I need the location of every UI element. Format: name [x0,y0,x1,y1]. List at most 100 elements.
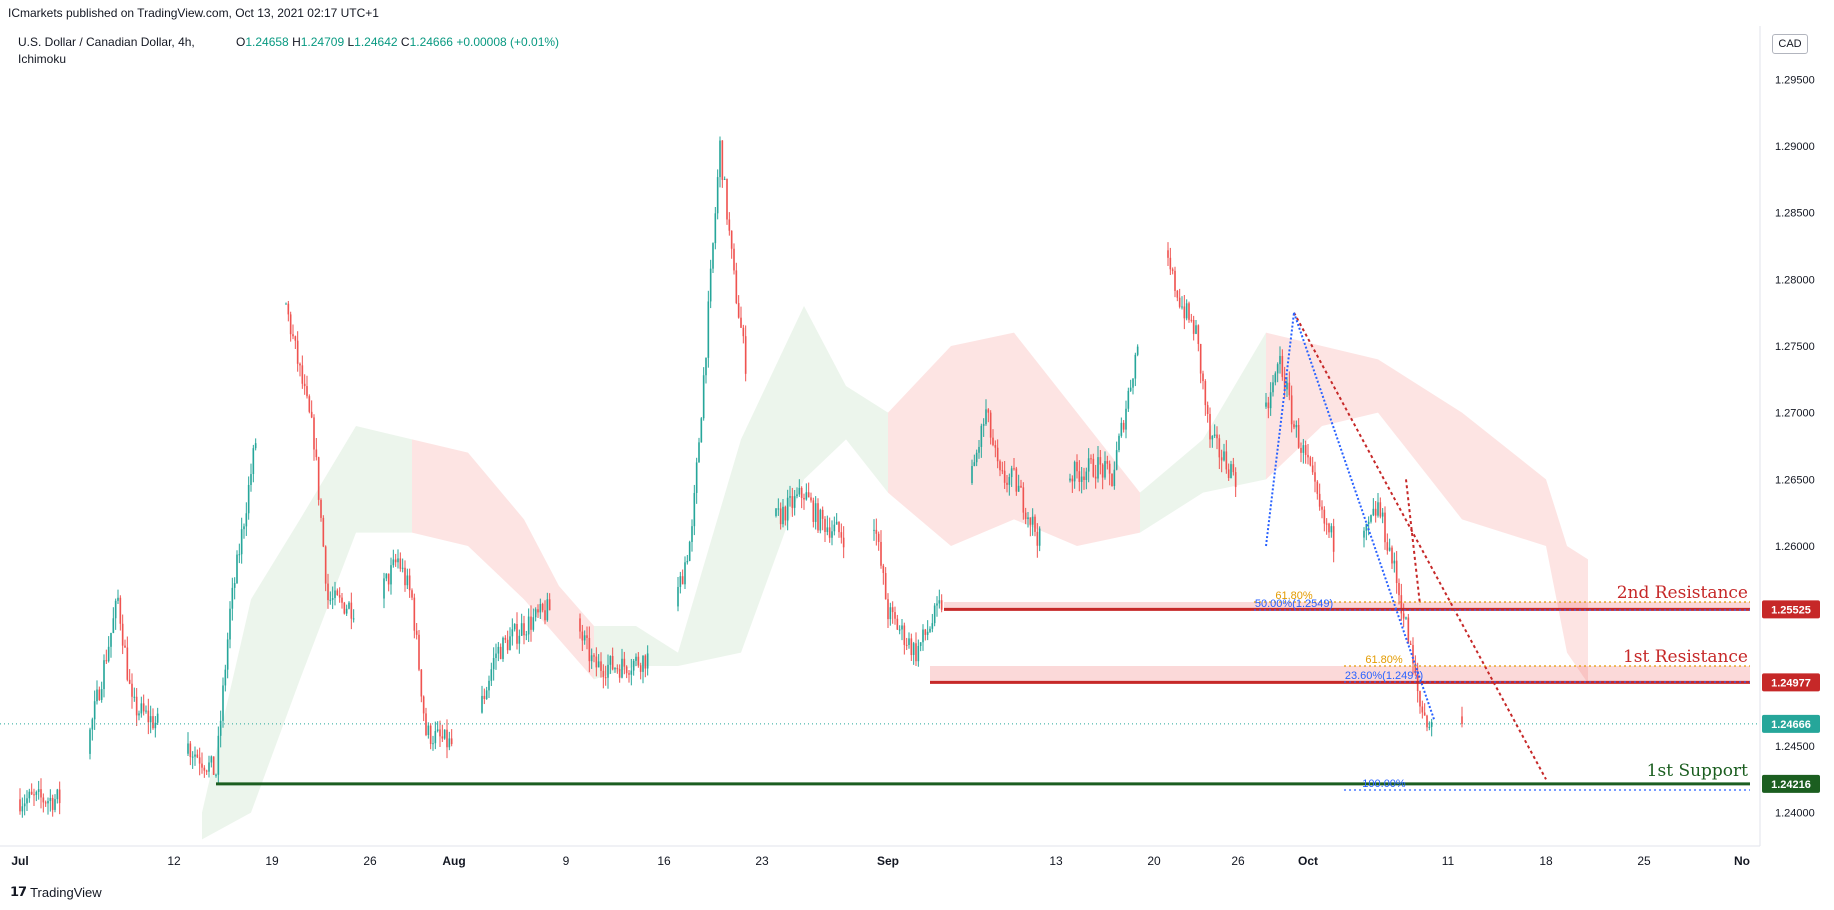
resistance-zone [944,602,1750,610]
candle-body [329,599,332,601]
candle-body [1274,373,1277,383]
time-tick-label: 9 [563,854,570,868]
candle-body [698,442,700,463]
candle-body [226,639,229,670]
candle-body [1314,472,1316,482]
candle-body [1176,290,1179,298]
candle-body [691,526,693,542]
low-label: L [347,35,355,49]
candle-body [306,386,308,397]
time-tick-label: 11 [1442,854,1455,868]
candle-body [1304,445,1307,455]
candle-body [875,529,878,534]
price-tick-label: 1.24000 [1775,808,1815,820]
fib-label: 61.80% [1365,654,1403,666]
candle-body [833,524,836,532]
candle-body [320,499,322,518]
candle-body [1029,517,1032,525]
candle-body [705,357,707,376]
candle-body [40,789,42,798]
candle-body [1003,470,1006,483]
cloud-bullish [300,426,412,680]
candle-body [1414,663,1417,674]
candle-body [989,412,992,438]
candle-body [450,738,453,745]
candle-body [1384,512,1386,543]
candle-body [1010,468,1013,478]
candle-body [593,655,595,657]
candle-body [310,411,313,418]
chart[interactable]: 61.80%50.00%(1.2549)61.80%23.60%(1.2497)… [0,26,1834,884]
currency-badge[interactable]: CAD [1772,34,1808,54]
high-value: 1.24709 [300,35,345,49]
candle-body [1309,457,1312,466]
fib-label: 100.00% [1362,778,1406,790]
candle-body [1038,528,1041,546]
candle-body [614,668,616,670]
candle-body [709,268,712,302]
candle-body [1430,722,1433,727]
candle-body [322,517,325,547]
candle-body [604,677,607,679]
candle-body [345,608,348,614]
candle-body [973,462,976,467]
candle-body [98,689,101,700]
candle-body [219,720,222,736]
candle-body [1325,523,1328,525]
cloud-bearish [888,332,1014,546]
candle-body [910,638,913,656]
candle-body [23,803,26,807]
candle-body [1169,257,1172,270]
candle-body [971,466,973,483]
trendline [1293,312,1547,780]
candle-body [938,600,941,604]
candle-body [1078,471,1081,482]
candle-body [544,610,546,621]
fib-label: 23.60%(1.2497) [1345,670,1423,682]
candle-body [119,597,122,624]
price-axis[interactable]: 1.240001.245001.250001.255001.260001.265… [1775,74,1815,819]
candle-body [534,609,537,618]
candle-body [254,443,257,449]
candle-body [481,695,483,713]
cloud-bullish [804,306,888,493]
candle-body [408,575,411,591]
candle-body [436,729,439,732]
price-badge [1762,673,1820,692]
candle-body [208,762,210,772]
candle-body [796,494,798,497]
price-badge-label: 1.24977 [1771,677,1811,689]
candle-body [224,669,227,686]
candle-body [1080,476,1083,482]
candle-body [728,219,731,231]
time-axis[interactable]: Jul 12 19 26 Aug 9 16 23 Sep 13 20 26 Oct 11 18 25 No [11,854,1750,868]
candle-body [117,597,119,601]
candle-body [1178,297,1181,307]
candle-body [548,599,551,611]
candle-body [299,363,301,366]
price-tick-label: 1.28500 [1775,208,1815,220]
candle-body [1381,512,1384,517]
candle-body [96,689,98,702]
candle-body [1209,413,1211,440]
candle-body [1293,424,1295,428]
candle-body [1288,382,1291,396]
last-price-badge-label: 1.24666 [1771,719,1811,731]
price-tick-label: 1.27000 [1775,408,1815,420]
candle-body [1094,476,1097,479]
candle-body [1027,517,1029,520]
candle-body [58,789,61,804]
candle-body [1192,320,1195,334]
candle-body [1225,451,1228,470]
candle-body [1290,395,1293,425]
fib-label: 61.80% [1275,590,1313,602]
price-badge [1762,774,1820,793]
candle-body [702,375,705,419]
candle-body [635,656,637,661]
price-badge [1762,600,1820,619]
candle-body [406,575,409,586]
candle-body [1297,424,1300,448]
candle-body [1363,530,1365,538]
candle-body [217,735,220,775]
time-tick-label: Aug [442,854,465,868]
